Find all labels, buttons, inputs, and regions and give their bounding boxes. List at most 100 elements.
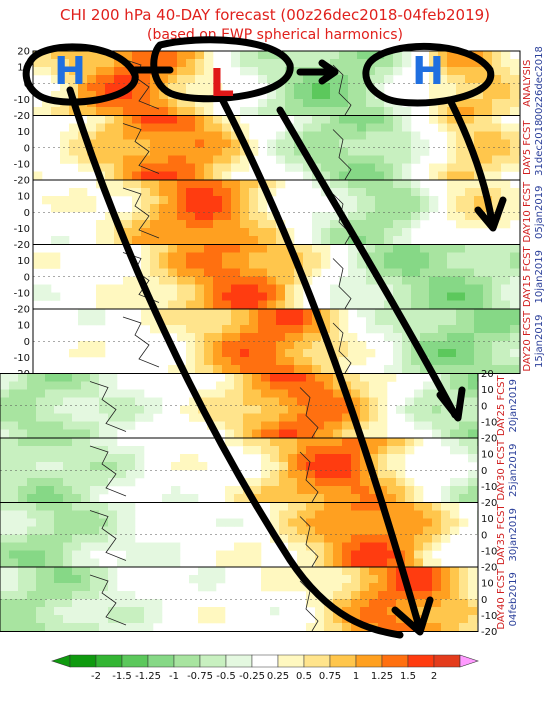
heatmap-cell <box>168 51 178 60</box>
heatmap-cell <box>303 365 313 374</box>
heatmap-cell <box>378 438 388 447</box>
heatmap-cell <box>168 163 178 172</box>
heatmap-cell <box>204 196 214 205</box>
heatmap-cell <box>306 502 316 511</box>
heatmap-cell <box>339 365 349 374</box>
heatmap-cell <box>126 478 136 487</box>
coastline <box>89 574 319 632</box>
heatmap-cell <box>324 429 334 438</box>
heatmap-cell <box>63 534 73 543</box>
heatmap-cell <box>54 421 64 430</box>
heatmap-cell <box>303 115 313 124</box>
heatmap-cell <box>387 575 397 584</box>
heatmap-cell <box>0 591 10 600</box>
heatmap-cell <box>168 365 178 374</box>
heatmap-cell <box>423 397 433 406</box>
heatmap-cell <box>69 131 79 140</box>
heatmap-cell <box>150 268 160 277</box>
heatmap-cell <box>468 454 478 463</box>
heatmap-cell <box>411 309 421 318</box>
heatmap-cell <box>414 502 424 511</box>
heatmap-cell <box>432 623 442 632</box>
heatmap-cell <box>402 341 412 350</box>
high-circle <box>22 43 139 106</box>
heatmap-cell <box>447 196 457 205</box>
heatmap-cell <box>240 244 250 253</box>
heatmap-cell <box>276 252 286 261</box>
heatmap-cell <box>105 220 115 229</box>
heatmap-cell <box>267 188 277 197</box>
heatmap-cell <box>324 438 334 447</box>
heatmap-cell <box>96 67 106 76</box>
heatmap-cell <box>483 365 493 374</box>
heatmap-cell <box>27 373 37 382</box>
heatmap-cell <box>468 615 478 624</box>
heatmap-cell <box>177 292 187 301</box>
heatmap-cell <box>510 268 520 277</box>
heatmap-cell <box>402 236 412 245</box>
heatmap-cell <box>144 615 154 624</box>
heatmap-cell <box>51 91 61 100</box>
heatmap-cell <box>468 381 478 390</box>
heatmap-cell <box>276 155 286 164</box>
heatmap-cell <box>330 180 340 189</box>
heatmap-cell <box>90 446 100 455</box>
heatmap-cell <box>396 438 406 447</box>
heatmap-cell <box>177 317 187 326</box>
heatmap-cell <box>99 438 109 447</box>
heatmap-cell <box>159 123 169 132</box>
heatmap-cell <box>357 75 367 84</box>
heatmap-cell <box>360 429 370 438</box>
heatmap-cell <box>411 357 421 366</box>
heatmap-cell <box>324 413 334 422</box>
heatmap-cell <box>72 494 82 503</box>
heatmap-cell <box>330 341 340 350</box>
heatmap-cell <box>501 276 511 285</box>
heatmap-cell <box>510 99 520 108</box>
heatmap-cell <box>276 333 286 342</box>
heatmap-cell <box>108 405 118 414</box>
heatmap-cell <box>339 196 349 205</box>
heatmap-cell <box>375 188 385 197</box>
heatmap-cell <box>501 91 511 100</box>
heatmap-cell <box>387 615 397 624</box>
heatmap-cell <box>378 389 388 398</box>
heatmap-cell <box>468 397 478 406</box>
heatmap-cell <box>240 67 250 76</box>
heatmap-cell <box>297 470 307 479</box>
heatmap-cell <box>306 494 316 503</box>
heatmap-cell <box>123 212 133 221</box>
heatmap-cell <box>186 220 196 229</box>
heatmap-cell <box>177 309 187 318</box>
heatmap-cell <box>405 405 415 414</box>
heatmap-cell <box>438 276 448 285</box>
heatmap-cell <box>213 155 223 164</box>
heatmap-cell <box>510 155 520 164</box>
heatmap-cell <box>384 67 394 76</box>
heatmap-cell <box>447 171 457 180</box>
heatmap-cell <box>294 349 304 358</box>
heatmap-cell <box>351 510 361 519</box>
heatmap-cell <box>258 292 268 301</box>
heatmap-cell <box>186 131 196 140</box>
heatmap-cell <box>159 171 169 180</box>
heatmap-cell <box>315 623 325 632</box>
heatmap-cell <box>510 139 520 148</box>
heatmap-cell <box>396 542 406 551</box>
heatmap-cell <box>126 510 136 519</box>
heatmap-cell <box>387 599 397 608</box>
heatmap-cell <box>375 236 385 245</box>
heatmap-cell <box>267 51 277 60</box>
heatmap-cell <box>234 397 244 406</box>
heatmap-cell <box>306 558 316 567</box>
heatmap-cell <box>357 155 367 164</box>
heatmap-cell <box>483 163 493 172</box>
heatmap-cell <box>375 300 385 309</box>
heatmap-cell <box>177 171 187 180</box>
heatmap-cell <box>441 526 451 535</box>
heatmap-cell <box>423 389 433 398</box>
heatmap-cell <box>60 91 70 100</box>
heatmap-cell <box>63 623 73 632</box>
heatmap-cell <box>135 542 145 551</box>
